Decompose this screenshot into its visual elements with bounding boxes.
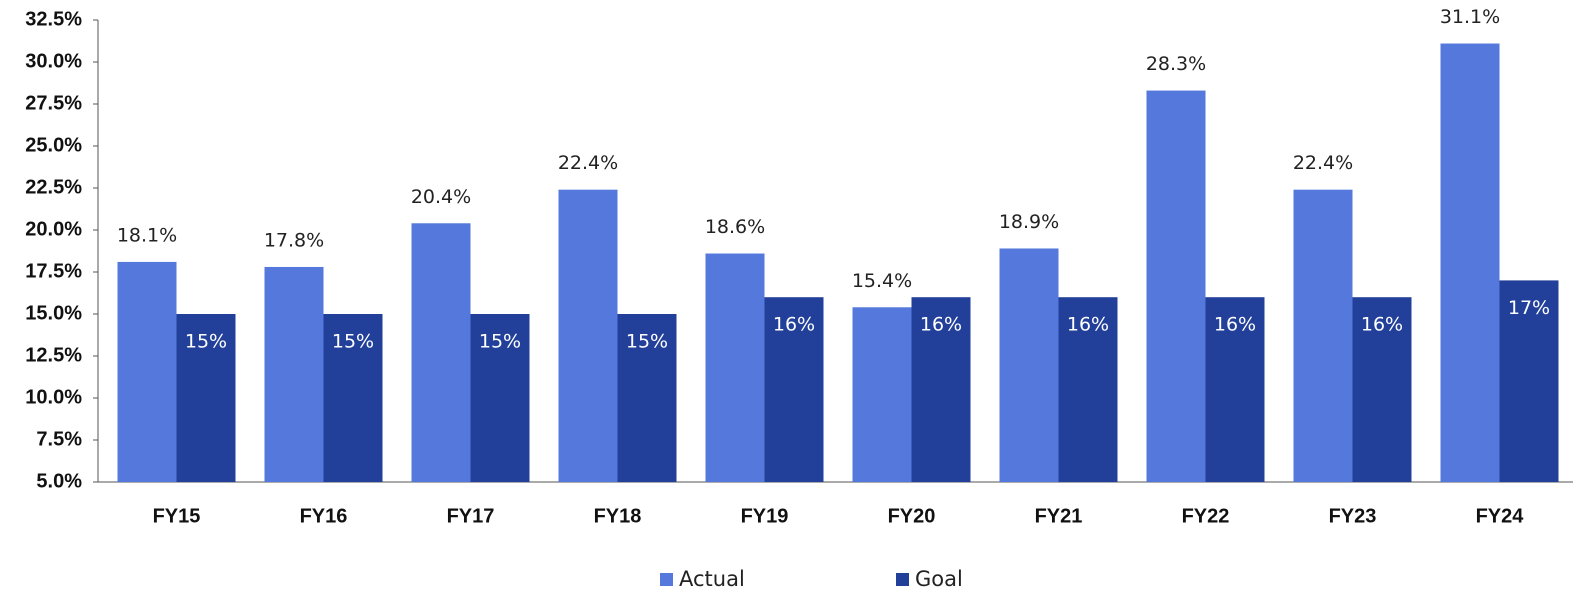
bar xyxy=(1293,189,1353,482)
y-tick-label: 17.5% xyxy=(25,260,82,282)
data-label: 22.4% xyxy=(558,152,618,174)
data-label: 15% xyxy=(479,331,521,353)
data-label: 15% xyxy=(332,331,374,353)
bar xyxy=(117,261,177,482)
x-tick-label: FY20 xyxy=(888,505,936,527)
bar xyxy=(411,223,471,482)
bar xyxy=(1058,297,1118,482)
bar xyxy=(470,314,530,482)
bar xyxy=(705,253,765,482)
bar xyxy=(1146,90,1206,482)
x-tick-label: FY15 xyxy=(153,505,201,527)
y-tick-label: 27.5% xyxy=(25,92,82,114)
x-tick-label: FY17 xyxy=(447,505,495,527)
data-label: 22.4% xyxy=(1293,152,1353,174)
bar xyxy=(1499,280,1559,482)
x-tick-label: FY22 xyxy=(1182,505,1230,527)
data-label: 16% xyxy=(1361,314,1403,336)
y-tick-label: 32.5% xyxy=(25,8,82,30)
data-label: 28.3% xyxy=(1146,53,1206,75)
data-label: 16% xyxy=(1067,314,1109,336)
legend-swatch xyxy=(660,573,673,586)
y-tick-label: 5.0% xyxy=(36,470,82,492)
y-tick-label: 25.0% xyxy=(25,134,82,156)
y-tick-label: 20.0% xyxy=(25,218,82,240)
x-tick-label: FY23 xyxy=(1329,505,1377,527)
data-label: 20.4% xyxy=(411,186,471,208)
legend-label: Goal xyxy=(915,567,963,591)
x-tick-label: FY18 xyxy=(594,505,642,527)
bar xyxy=(1205,297,1265,482)
y-tick-label: 7.5% xyxy=(36,428,82,450)
data-label: 31.1% xyxy=(1440,6,1500,28)
data-label: 18.1% xyxy=(117,224,177,246)
bar xyxy=(558,189,618,482)
bar xyxy=(764,297,824,482)
bar xyxy=(1352,297,1412,482)
data-label: 15% xyxy=(626,331,668,353)
y-tick-label: 12.5% xyxy=(25,344,82,366)
y-tick-label: 22.5% xyxy=(25,176,82,198)
x-tick-label: FY19 xyxy=(741,505,789,527)
data-label: 16% xyxy=(773,314,815,336)
data-label: 17.8% xyxy=(264,229,324,251)
data-label: 18.9% xyxy=(999,211,1059,233)
bar xyxy=(176,314,236,482)
data-label: 15% xyxy=(185,331,227,353)
y-tick-label: 15.0% xyxy=(25,302,82,324)
bar xyxy=(264,266,324,482)
x-tick-label: FY21 xyxy=(1035,505,1083,527)
x-tick-label: FY16 xyxy=(300,505,348,527)
legend-label: Actual xyxy=(679,567,745,591)
legend-swatch xyxy=(896,573,909,586)
bar xyxy=(911,297,971,482)
data-label: 17% xyxy=(1508,297,1550,319)
data-label: 15.4% xyxy=(852,270,912,292)
bar xyxy=(852,307,912,482)
data-label: 16% xyxy=(920,314,962,336)
x-tick-label: FY24 xyxy=(1476,505,1525,527)
bar xyxy=(323,314,383,482)
y-tick-label: 30.0% xyxy=(25,50,82,72)
bar xyxy=(617,314,677,482)
bar xyxy=(1440,43,1500,483)
bar xyxy=(999,248,1059,482)
data-label: 16% xyxy=(1214,314,1256,336)
y-tick-label: 10.0% xyxy=(25,386,82,408)
data-label: 18.6% xyxy=(705,216,765,238)
